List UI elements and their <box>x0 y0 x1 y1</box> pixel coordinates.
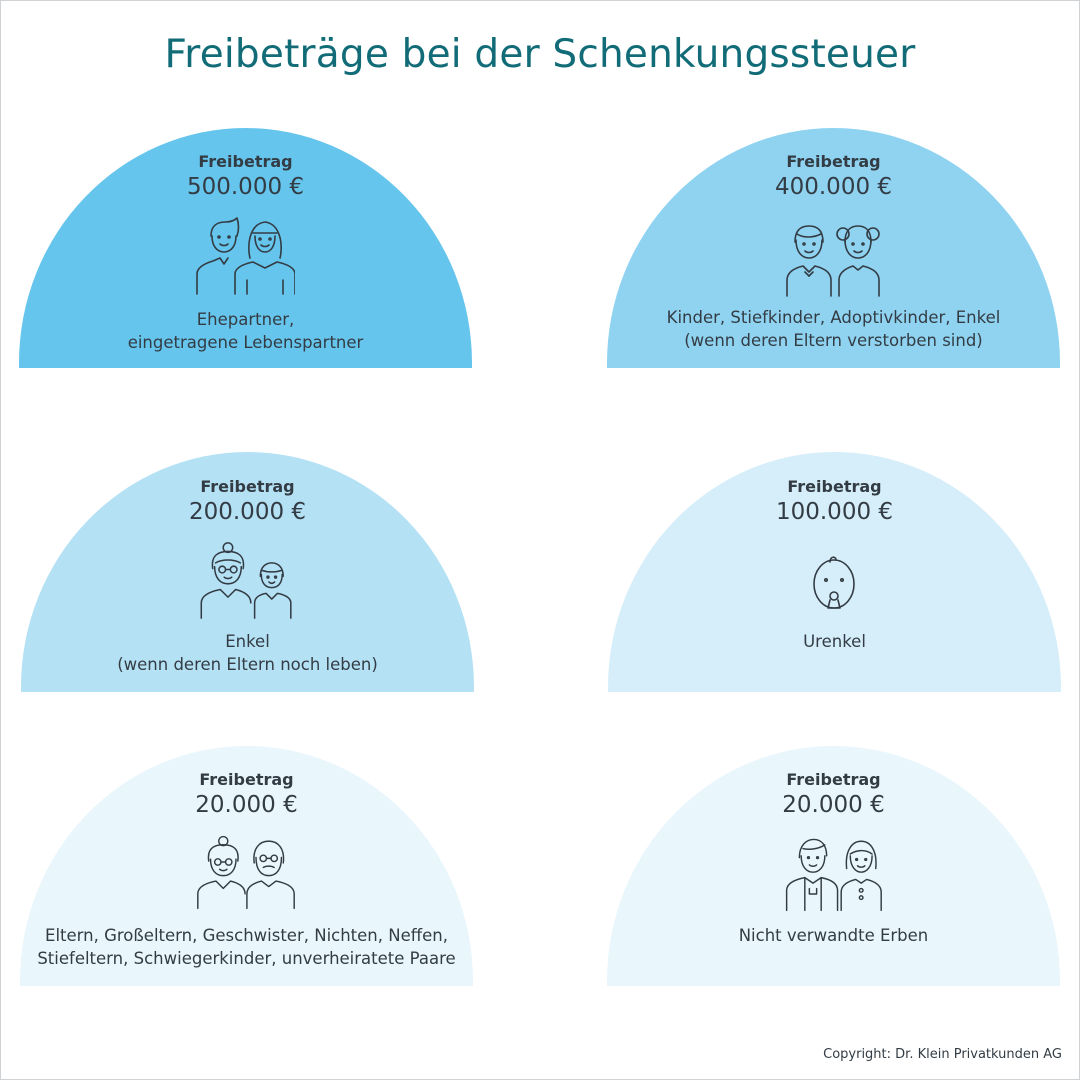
allowance-card-relatives: Freibetrag 20.000 € Eltern, Großeltern, … <box>20 746 473 986</box>
dome-shape <box>607 746 1060 986</box>
dome-fill <box>607 746 1060 986</box>
allowance-amount: 400.000 € <box>774 174 893 200</box>
dome-shape <box>19 128 472 368</box>
dome-fill <box>608 452 1061 692</box>
description-line-1: Kinder, Stiefkinder, Adoptivkinder, Enke… <box>666 308 1001 327</box>
page-title: Freibeträge bei der Schenkungssteuer <box>164 32 916 77</box>
dome-shape <box>608 452 1061 692</box>
unrelated-persons-icon <box>785 838 882 912</box>
couple-icon <box>196 217 295 295</box>
dome-shape <box>20 746 473 986</box>
allowance-label: Freibetrag <box>787 477 882 496</box>
description-line-2: eingetragene Lebenspartner <box>127 333 364 352</box>
description-line-1: Urenkel <box>803 632 866 651</box>
description-line-2: Stiefeltern, Schwiegerkinder, unverheira… <box>37 949 456 968</box>
description-line-2: (wenn deren Eltern verstorben sind) <box>684 331 983 350</box>
allowance-amount: 20.000 € <box>782 792 885 818</box>
allowance-card-spouses: Freibetrag 500.000 € Ehepartner, eingetr… <box>19 128 472 368</box>
allowance-amount: 200.000 € <box>188 499 307 525</box>
allowance-card-children: Freibetrag 400.000 € Kinder, Stiefkinder… <box>607 128 1060 368</box>
allowance-card-great-grandchildren: Freibetrag 100.000 € Urenkel <box>608 452 1061 692</box>
allowance-card-unrelated-heirs: Freibetrag 20.000 € Nicht verwandte Erbe… <box>607 746 1060 986</box>
description-line-1: Nicht verwandte Erben <box>738 926 929 945</box>
allowance-description: Enkel (wenn deren Eltern noch leben) <box>21 630 474 676</box>
description-line-1: Ehepartner, <box>196 310 295 329</box>
allowance-card-grandchildren: Freibetrag 200.000 € Enkel (wenn deren E… <box>21 452 474 692</box>
dome-shape <box>607 128 1060 368</box>
allowance-amount: 20.000 € <box>195 792 298 818</box>
dome-fill <box>607 128 1060 368</box>
allowance-amount: 500.000 € <box>186 174 305 200</box>
dome-fill <box>21 452 474 692</box>
dome-fill <box>20 746 473 986</box>
baby-icon <box>813 556 855 609</box>
children-icon <box>786 225 880 297</box>
allowance-label: Freibetrag <box>786 152 881 171</box>
allowance-description: Eltern, Großeltern, Geschwister, Nichten… <box>20 924 473 970</box>
description-line-2: (wenn deren Eltern noch leben) <box>117 655 378 674</box>
description-line-1: Enkel <box>225 632 270 651</box>
description-line-1: Eltern, Großeltern, Geschwister, Nichten… <box>45 926 448 945</box>
dome-shape <box>21 452 474 692</box>
dome-fill <box>19 128 472 368</box>
allowance-description: Urenkel <box>608 630 1061 653</box>
grandmother-grandchild-icon <box>200 542 292 619</box>
allowance-label: Freibetrag <box>786 770 881 789</box>
allowance-description: Kinder, Stiefkinder, Adoptivkinder, Enke… <box>607 306 1060 352</box>
allowance-amount: 100.000 € <box>775 499 894 525</box>
allowance-label: Freibetrag <box>199 770 294 789</box>
allowance-description: Nicht verwandte Erben <box>607 924 1060 947</box>
grandparents-icon <box>197 835 295 910</box>
allowance-label: Freibetrag <box>198 152 293 171</box>
copyright-notice: Copyright: Dr. Klein Privatkunden AG <box>823 1047 1062 1062</box>
allowance-description: Ehepartner, eingetragene Lebenspartner <box>19 308 472 354</box>
allowance-label: Freibetrag <box>200 477 295 496</box>
